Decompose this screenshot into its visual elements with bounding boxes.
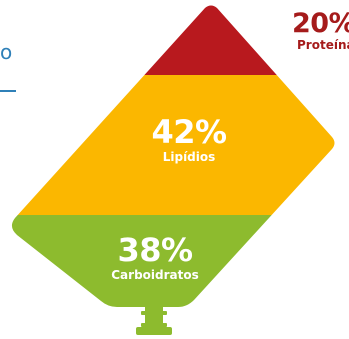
lipidios-value: 42% (151, 113, 227, 151)
proteina-label: Proteína (297, 38, 349, 52)
stem-base (136, 306, 172, 335)
proteina-callout: 20% Proteína (292, 8, 349, 53)
blue-divider-line (0, 90, 16, 92)
carboidratos-label: Carboidratos (111, 268, 199, 282)
cropped-text-fragment: o (0, 40, 13, 64)
carboidratos-callout: 38% Carboidratos (100, 232, 210, 282)
lipidios-label: Lipídios (162, 150, 216, 164)
lipidios-callout: 42% Lipídios (134, 114, 244, 164)
proteina-value: 20% (292, 8, 349, 39)
carboidratos-value: 38% (117, 231, 193, 269)
